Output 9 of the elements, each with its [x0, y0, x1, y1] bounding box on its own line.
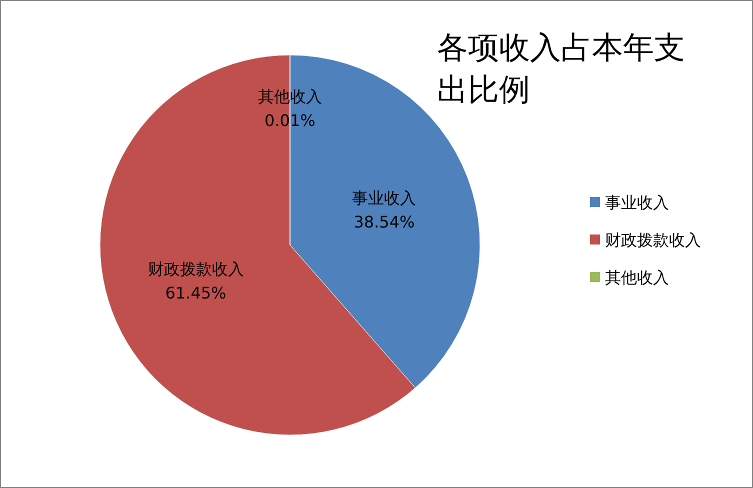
legend-label: 财政拨款收入: [605, 230, 701, 250]
legend-label: 其他收入: [605, 268, 669, 287]
slice-label: 事业收入: [352, 188, 416, 208]
data-label: 38.54%: [354, 212, 415, 232]
chart-title: 各项收入占本年支出比例: [437, 30, 685, 108]
data-label: 0.01%: [264, 111, 316, 130]
slice-label: 财政拨款收入: [148, 260, 244, 279]
data-label: 61.45%: [165, 284, 226, 303]
legend-label: 事业收入: [605, 193, 669, 212]
